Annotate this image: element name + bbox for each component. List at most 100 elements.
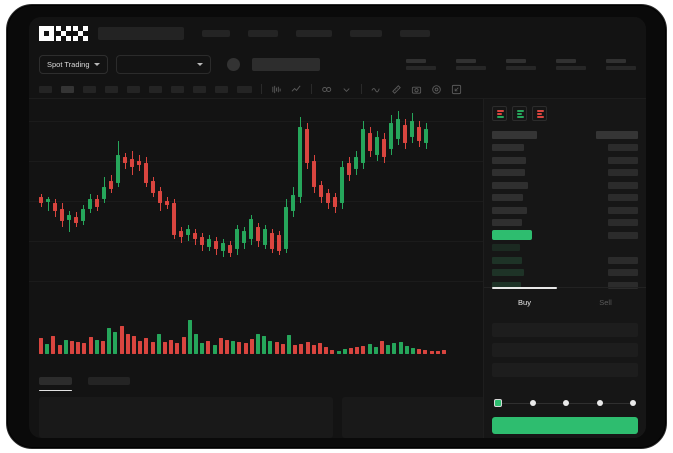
stat-label (406, 59, 426, 63)
volume-bar (200, 343, 205, 354)
bottom-panel-0 (39, 397, 333, 438)
volume-bar (144, 338, 149, 354)
volume-bar (355, 347, 360, 354)
leverage-stepper[interactable] (494, 399, 636, 407)
tab-buy-label: Buy (518, 298, 531, 307)
market-type-dropdown[interactable]: Spot Trading (39, 55, 108, 74)
orderbook-ask-row[interactable] (492, 217, 638, 230)
candle-body (130, 159, 134, 167)
camera-icon[interactable] (411, 84, 422, 95)
wave-chart-icon[interactable] (371, 84, 382, 95)
order-form-field-0[interactable] (492, 323, 638, 337)
bottom-tab-0[interactable] (39, 377, 72, 391)
timeframe-3[interactable] (105, 85, 118, 93)
timeframe-6[interactable] (171, 85, 184, 93)
volume-bar (373, 347, 378, 354)
volume-bar (249, 339, 254, 354)
chart-toolbar (29, 80, 646, 99)
orderbook-bids-icon[interactable] (512, 106, 527, 121)
ruler-icon[interactable] (391, 84, 402, 95)
stepper-dot-3[interactable] (596, 400, 603, 406)
volume-bar (386, 345, 391, 354)
orderbook-bid-row[interactable] (492, 279, 638, 292)
timeframe-2[interactable] (83, 85, 96, 93)
orderbook-bid-row[interactable] (492, 242, 638, 255)
line-chart-icon[interactable] (291, 84, 302, 95)
order-form-field-1[interactable] (492, 343, 638, 357)
trading-pair-select[interactable] (115, 55, 211, 74)
indicators-icon[interactable] (321, 84, 332, 95)
okx-logo[interactable] (39, 25, 88, 41)
stepper-dot-1[interactable] (529, 400, 536, 406)
volume-bar (63, 340, 68, 354)
nav-item-0[interactable] (202, 29, 230, 37)
stepper-dot-0[interactable] (494, 399, 502, 407)
candle-body (116, 155, 120, 183)
orderbook-ask-row[interactable] (492, 179, 638, 192)
volume-bar (76, 342, 81, 354)
last-price-value (251, 58, 320, 71)
volume-bar (138, 341, 143, 354)
volume-bar (361, 346, 366, 354)
nav-item-3[interactable] (350, 29, 382, 37)
nav-item-1[interactable] (248, 29, 278, 37)
orderbook-ask-row[interactable] (492, 167, 638, 180)
orderbook-cell-left (492, 244, 520, 252)
candle-body (193, 233, 197, 239)
timeframe-7[interactable] (193, 85, 206, 93)
candlestick-chart-icon[interactable] (271, 84, 282, 95)
volume-bar (404, 346, 409, 354)
tablet-bezel: Spot Trading (6, 4, 667, 449)
app-header (29, 17, 646, 49)
stepper-line (502, 402, 530, 404)
orderbook-cell-right (608, 181, 638, 189)
orderbook-bid-row[interactable] (492, 267, 638, 280)
fullscreen-icon[interactable] (451, 84, 462, 95)
gridline-2 (29, 201, 646, 202)
settings-icon[interactable] (431, 84, 442, 95)
timeframe-1[interactable] (61, 85, 74, 93)
orderbook-asks-icon[interactable] (532, 106, 547, 121)
order-form-field-2[interactable] (492, 363, 638, 377)
logo-glyph-k (56, 25, 71, 41)
search-input[interactable] (98, 26, 184, 40)
timeframe-9[interactable] (237, 85, 252, 93)
orderbook-ask-row[interactable] (492, 192, 638, 205)
toolbar-divider (261, 84, 262, 94)
timeframe-5[interactable] (149, 85, 162, 93)
tab-sell[interactable]: Sell (565, 288, 646, 317)
bottom-tab-1[interactable] (88, 377, 130, 385)
orderbook-bid-row[interactable] (492, 254, 638, 267)
timeframe-4[interactable] (127, 85, 140, 93)
candle-body (123, 157, 127, 163)
candle-body (179, 231, 183, 237)
stepper-dot-2[interactable] (563, 400, 569, 406)
orderbook-ask-row[interactable] (492, 142, 638, 155)
stat-value (606, 66, 636, 70)
timeframe-0[interactable] (39, 85, 52, 93)
volume-bar (318, 343, 322, 354)
submit-order-button[interactable] (492, 417, 638, 434)
chevron-down-icon[interactable] (341, 84, 352, 95)
nav-item-4[interactable] (400, 29, 430, 37)
candle-body (263, 229, 267, 245)
market-stat-4 (606, 59, 636, 70)
stepper-dot-4[interactable] (630, 400, 636, 406)
candle-body (221, 243, 225, 251)
candle-body (312, 161, 316, 187)
tab-buy[interactable]: Buy (484, 287, 565, 317)
orderbook-cell-right (608, 269, 638, 277)
orderbook-ask-row[interactable] (492, 204, 638, 217)
orderbook-both-icon[interactable] (492, 106, 507, 121)
orderbook-ask-row[interactable] (492, 154, 638, 167)
candle-body (172, 203, 176, 235)
candle-body (291, 195, 295, 211)
nav-item-2[interactable] (296, 29, 332, 37)
orderbook-price-row[interactable] (492, 229, 638, 242)
market-stats (406, 59, 636, 70)
candle-body (424, 129, 428, 143)
orderbook-cell-left (492, 194, 523, 202)
candle-body (354, 157, 358, 169)
candle-body (235, 229, 239, 249)
timeframe-8[interactable] (215, 85, 228, 93)
